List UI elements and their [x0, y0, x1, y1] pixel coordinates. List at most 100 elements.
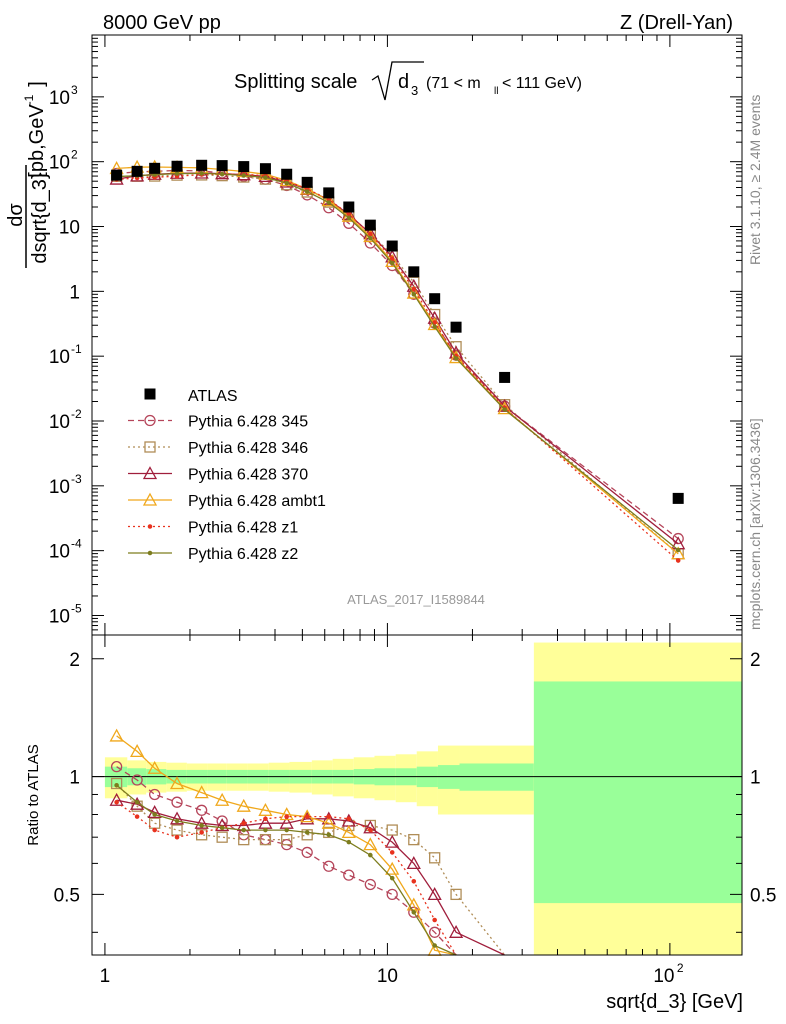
- atlas-data-point: [259, 163, 271, 175]
- legend-marker: [144, 414, 156, 427]
- series-marker-ratio: [263, 827, 268, 833]
- series-marker-ratio: [321, 815, 336, 829]
- title-symbol: d: [398, 71, 409, 93]
- series-marker-main: [300, 181, 315, 195]
- series-marker-ratio: [215, 818, 230, 832]
- series-marker-ratio: [152, 812, 157, 817]
- series-marker-ratio: [196, 804, 208, 816]
- series-marker-ratio: [259, 833, 272, 846]
- series-marker-ratio: [130, 743, 145, 757]
- series-marker-ratio: [134, 799, 140, 805]
- legend-label: Pythia 6.428 ambt1: [188, 493, 326, 510]
- stat-uncertainty-band: [459, 763, 534, 791]
- series-marker-ratio: [341, 825, 356, 839]
- atlas-data-point: [429, 293, 441, 305]
- series-marker-ratio: [131, 774, 143, 786]
- series-marker-main: [219, 171, 225, 177]
- series-marker-main: [215, 166, 230, 180]
- title-text: Splitting scale: [234, 71, 357, 93]
- ylabel-units-end: ]: [26, 81, 48, 87]
- series-marker-ratio: [326, 832, 332, 838]
- ylabel-units: [pb,GeV: [26, 104, 48, 178]
- main-plot-frame: [91, 34, 743, 636]
- atlas-data-point: [408, 266, 420, 278]
- legend-label: Pythia 6.428 z2: [188, 546, 298, 563]
- series-marker-ratio: [238, 833, 250, 846]
- series-line-ratio: [116, 766, 457, 956]
- series-marker-ratio: [385, 834, 400, 848]
- series-marker-ratio: [109, 728, 124, 742]
- series-marker-ratio: [281, 833, 293, 846]
- legend-label: Pythia 6.428 370: [188, 467, 308, 484]
- series-marker-ratio: [284, 814, 289, 819]
- y-tick-label-sup: -4: [71, 537, 82, 551]
- ratio-y-tick-label: 1: [69, 768, 80, 789]
- header-left: 8000 GeV pp: [103, 12, 221, 34]
- y-tick-label: 10: [49, 153, 70, 174]
- atlas-data-point: [238, 161, 250, 173]
- series-marker-ratio: [149, 788, 161, 801]
- header-right: Z (Drell-Yan): [620, 12, 733, 34]
- legend-marker: [147, 550, 153, 556]
- series-marker-ratio: [343, 869, 355, 881]
- axis-ticks: [92, 34, 742, 955]
- series-marker-main: [263, 175, 268, 180]
- legend-label: Pythia 6.428 345: [188, 414, 308, 431]
- series-marker-main: [406, 285, 421, 299]
- series-marker-main: [497, 401, 512, 415]
- series-marker-ratio: [385, 861, 400, 875]
- series-marker-main: [411, 286, 417, 292]
- series-marker-ratio: [326, 814, 332, 819]
- atlas-data-point: [196, 159, 208, 171]
- series-marker-ratio: [194, 815, 209, 829]
- title-range-subscript: ll: [494, 86, 498, 97]
- legend-marker-atlas: [144, 388, 156, 400]
- series-marker-ratio: [236, 798, 251, 812]
- series-marker-ratio: [304, 814, 310, 819]
- series-marker-ratio: [196, 829, 208, 841]
- title-range-end: < 111 GeV): [502, 75, 582, 92]
- series-marker-ratio: [323, 826, 335, 839]
- stat-uncertainty-band: [533, 681, 742, 904]
- series-marker-main: [304, 189, 310, 194]
- series-marker-ratio: [174, 834, 180, 840]
- series-marker-ratio: [408, 906, 420, 918]
- atlas-data-point: [149, 162, 161, 174]
- y-tick-label-sup: -5: [71, 601, 82, 615]
- series-marker-main: [502, 407, 507, 412]
- series-marker-ratio: [389, 875, 395, 881]
- series-marker-ratio: [346, 816, 352, 822]
- title-range: (71 < m: [426, 75, 481, 92]
- series-marker-main: [675, 558, 681, 563]
- series-marker-ratio: [215, 792, 230, 806]
- series-marker-ratio: [411, 909, 417, 915]
- series-marker-ratio: [368, 827, 373, 833]
- sqrt-icon: [371, 61, 424, 101]
- series-marker-ratio: [114, 782, 119, 788]
- series-marker-ratio: [389, 850, 395, 855]
- atlas-data-point: [672, 492, 684, 504]
- atlas-data-point: [364, 219, 376, 231]
- series-marker-main: [326, 200, 332, 205]
- series-marker-main: [675, 547, 681, 553]
- series-marker-main: [389, 256, 395, 261]
- series-marker-ratio: [171, 824, 183, 836]
- series-marker-main: [427, 317, 442, 331]
- atlas-data-point: [281, 168, 293, 180]
- legend-label: Pythia 6.428 z1: [188, 520, 298, 537]
- series-marker-main: [346, 211, 352, 217]
- series-marker-ratio: [110, 761, 123, 773]
- series-marker-ratio: [171, 796, 183, 808]
- series-marker-main: [279, 173, 294, 187]
- series-marker-ratio: [432, 943, 437, 948]
- y-tick-label-sup: 3: [71, 83, 78, 97]
- legend: ATLAS Pythia 6.428 345 Pythia 6.428 346 Pyt…: [128, 388, 326, 563]
- rivet-version-label: Rivet 3.1.10, ≥ 2.4M events: [747, 95, 763, 265]
- series-marker-main: [346, 215, 352, 221]
- series-marker-ratio: [427, 887, 442, 901]
- y-tick-label: 10: [49, 542, 70, 563]
- series-marker-ratio: [258, 802, 273, 816]
- plot-title: Splitting scale d 3 (71 < m ll < 111 GeV…: [234, 61, 582, 101]
- y-tick-label-sup: -1: [71, 342, 82, 356]
- series-marker-ratio: [109, 792, 124, 806]
